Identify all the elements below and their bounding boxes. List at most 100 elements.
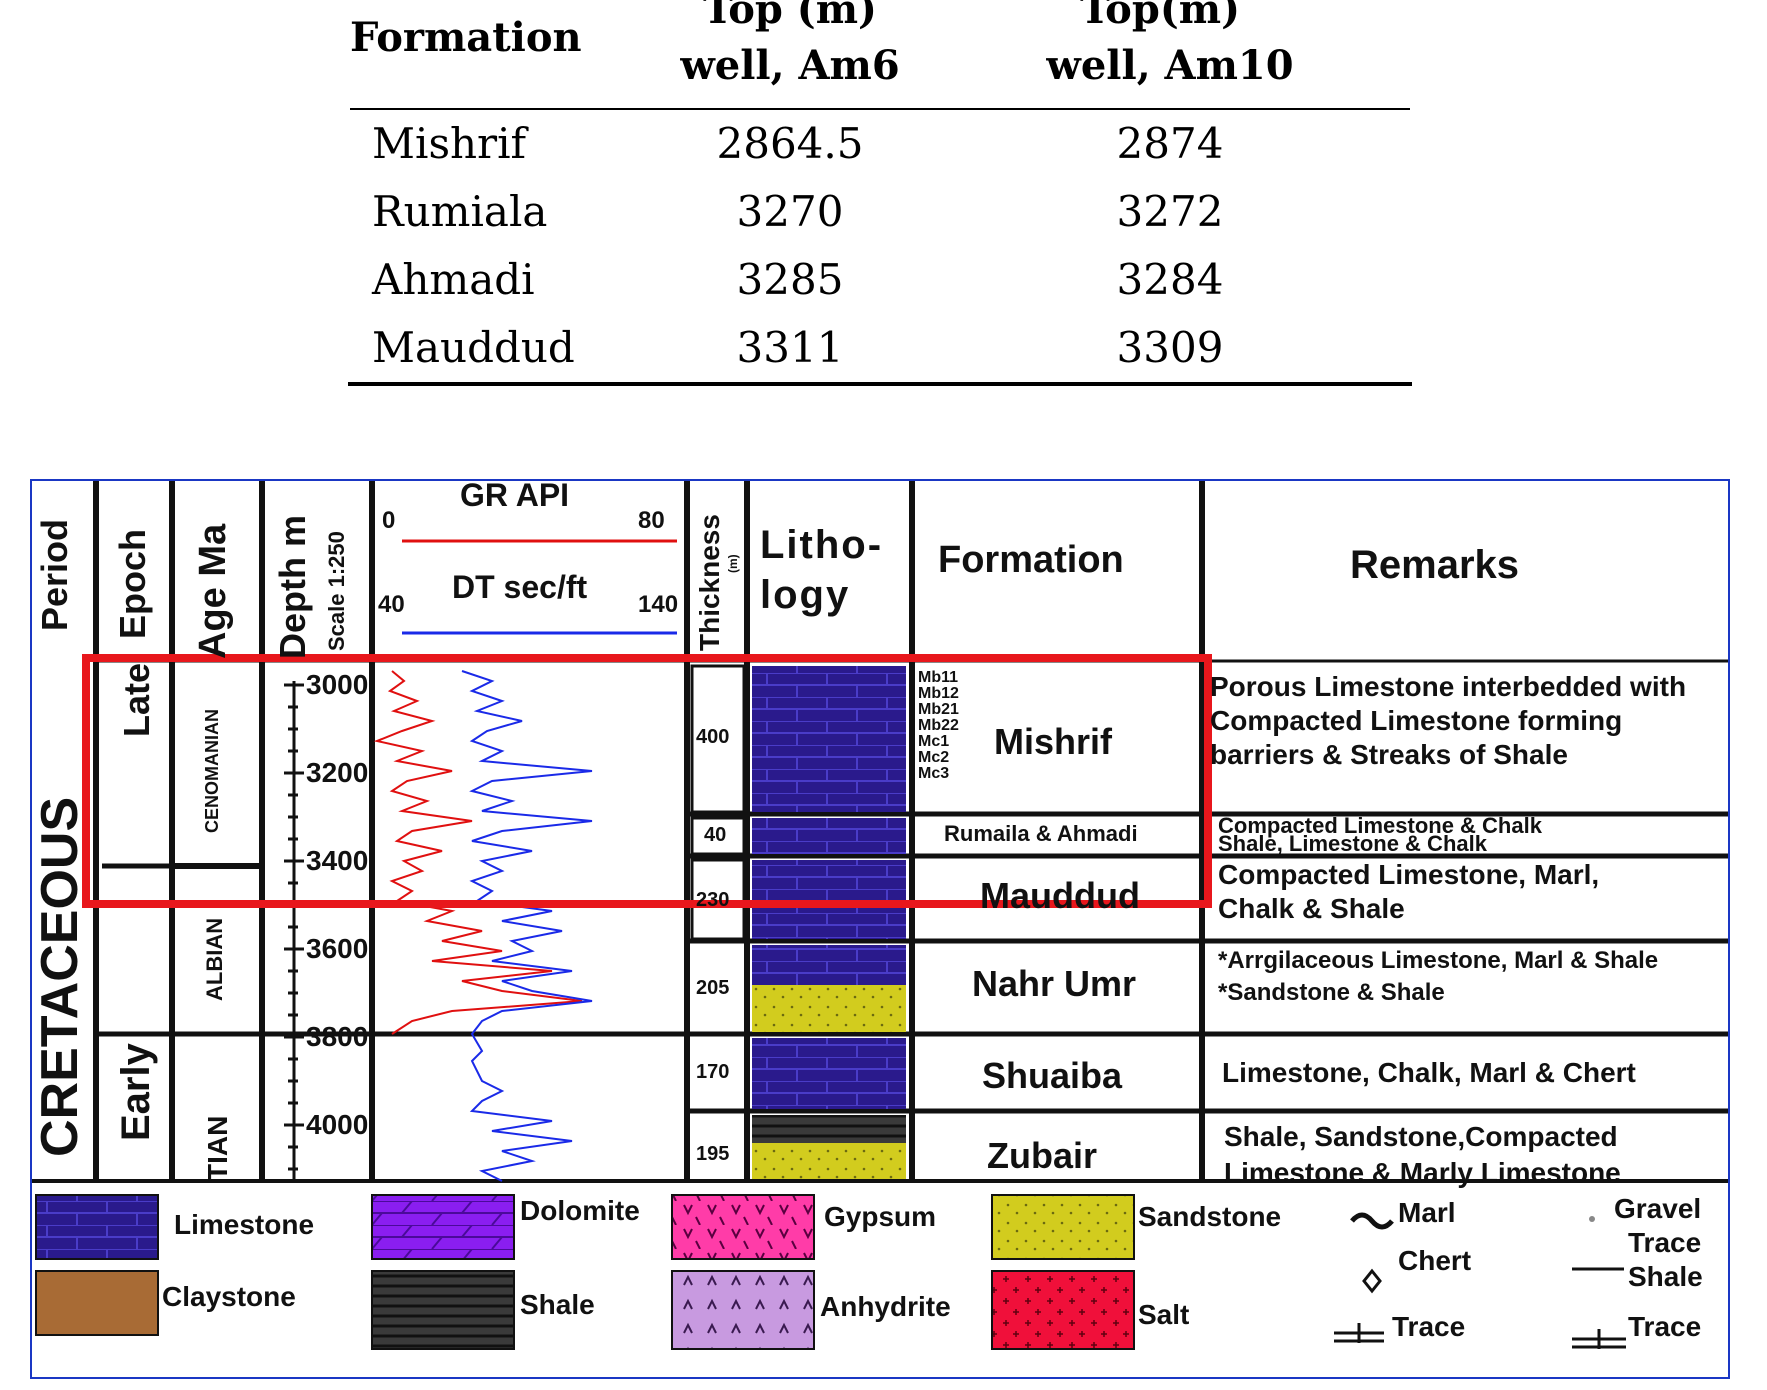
legend-sandstone-label: Sandstone: [1138, 1201, 1282, 1232]
thickness-value: 230: [696, 889, 730, 911]
header-dt-min: 40: [378, 591, 405, 618]
remarks-text: *Arrgilaceous Limestone, Marl & Shale: [1218, 947, 1659, 974]
remarks-text: Compacted Limestone & Chalk: [1218, 813, 1542, 838]
legend-dolomite-label: Dolomite: [520, 1195, 640, 1226]
depth-label: 3200: [306, 757, 369, 788]
thickness-value: 400: [696, 726, 730, 748]
member-label: Mb22: [918, 717, 959, 734]
table-row-am6: 3270: [736, 187, 844, 236]
header-dt: DT sec/ft: [452, 569, 588, 605]
header-thickness: Thickness: [694, 514, 725, 651]
table-row-am10: 3272: [1116, 187, 1224, 236]
lithology-mishrif: [752, 666, 906, 812]
legend-chert-label: Chert: [1398, 1245, 1472, 1276]
legend-gravel-label: Gravel: [1614, 1193, 1702, 1224]
trace-icon-2: [1572, 1329, 1626, 1349]
table-row-am6: 3311: [736, 323, 844, 372]
remarks-text: barriers & Streaks of Shale: [1210, 739, 1568, 770]
legend-dolomite-swatch: [371, 1194, 515, 1260]
table-row-formation: Mishrif: [372, 119, 527, 168]
legend-gypsum-swatch: [671, 1194, 815, 1260]
table-row-formation: Rumiala: [372, 187, 548, 236]
table-header-formation: Formation: [350, 14, 582, 61]
thickness-value: 195: [696, 1143, 730, 1165]
legend-trace-shale-label-1: Trace: [1628, 1227, 1702, 1258]
table-header-rule: [350, 108, 1410, 110]
formation-name: Mishrif: [994, 721, 1113, 762]
legend-anhydrite-label: Anhydrite: [820, 1291, 951, 1322]
lithology-nahr-umr-top: [752, 945, 906, 985]
legend-gypsum-label: Gypsum: [824, 1201, 937, 1232]
legend-claystone-swatch: [35, 1270, 159, 1336]
legend-claystone-label: Claystone: [162, 1281, 296, 1312]
formation-name: Shuaiba: [982, 1055, 1123, 1096]
age-aptian: TIAN: [202, 1115, 233, 1181]
table-header-am10-line2: well, Am10: [1046, 42, 1294, 89]
header-formation: Formation: [938, 539, 1124, 581]
epoch-late: Late: [116, 662, 157, 737]
table-header-am6-line1: Top (m): [703, 0, 877, 33]
thickness-value: 205: [696, 977, 730, 999]
legend-trace-label-2: Trace: [1628, 1311, 1702, 1342]
legend-marl-label: Marl: [1398, 1197, 1456, 1228]
remarks-text: *Sandstone & Shale: [1218, 979, 1445, 1006]
legend-limestone-swatch: [35, 1194, 159, 1260]
remarks-text: Compacted Limestone, Marl,: [1218, 859, 1600, 890]
lithology-zubair-sand: [752, 1143, 906, 1179]
epoch-early: Early: [114, 1043, 158, 1141]
table-row-formation: Ahmadi: [372, 255, 535, 304]
header-gr: GR API: [460, 479, 570, 513]
member-label: Mc2: [918, 749, 950, 766]
header-remarks: Remarks: [1350, 543, 1520, 587]
legend-salt-swatch: [991, 1270, 1135, 1350]
remarks-text: Chalk & Shale: [1218, 893, 1405, 924]
lithology-shuaiba: [752, 1038, 906, 1109]
lithology-nahr-umr-bottom: [752, 985, 906, 1032]
remarks-text: Limestone, Chalk, Marl & Chert: [1222, 1057, 1636, 1088]
age-albian: ALBIAN: [202, 917, 227, 1001]
stratigraphic-column: Period Epoch Age Ma Depth m Scale 1:250 …: [30, 479, 1730, 1379]
member-label: Mc1: [918, 733, 950, 750]
legend-salt-label: Salt: [1138, 1299, 1190, 1330]
lithology-rumaila-ahmadi: [752, 818, 906, 854]
period-label: CRETACEOUS: [31, 796, 89, 1157]
thickness-value: 40: [704, 824, 727, 846]
depth-label: 3400: [306, 845, 369, 876]
legend-anhydrite-swatch: [671, 1270, 815, 1350]
header-dt-max: 140: [638, 591, 679, 618]
depth-label: 3800: [306, 1021, 369, 1052]
table-bottom-rule: [348, 382, 1412, 386]
formation-name: Rumaila & Ahmadi: [944, 821, 1138, 846]
table-row-am10: 3284: [1116, 255, 1224, 304]
stratigraphic-column-graphic: [32, 481, 1728, 1350]
header-lithology-1: Litho-: [760, 523, 884, 567]
header-period: Period: [34, 518, 75, 631]
depth-label: 4000: [306, 1109, 369, 1140]
table-header-am10-line1: Top(m): [1080, 0, 1240, 33]
header-depth: Depth m: [272, 515, 313, 659]
age-cenomanian: CENOMANIAN: [202, 709, 222, 833]
formation-name: Mauddud: [980, 875, 1140, 916]
formation-name: Zubair: [987, 1135, 1098, 1176]
header-gr-min: 0: [382, 507, 396, 534]
header-lithology-2: logy: [760, 573, 851, 617]
depth-label: 3600: [306, 933, 369, 964]
legend-shale-label: Shale: [520, 1289, 595, 1320]
table-row-am6: 2864.5: [716, 119, 864, 168]
table-row-am10: 3309: [1116, 323, 1224, 372]
lithology-zubair-shale: [752, 1115, 906, 1143]
lithology-mauddud: [752, 860, 906, 939]
legend-limestone-label: Limestone: [174, 1209, 315, 1240]
table-row-am10: 2874: [1116, 119, 1224, 168]
dt-curve: [461, 670, 593, 1182]
header-thickness-unit: (m): [726, 554, 740, 573]
highlight-box: [82, 654, 1212, 908]
table-header-am6-line2: well, Am6: [680, 42, 900, 89]
formation-name: Nahr Umr: [972, 963, 1137, 1004]
trace-icon: [1334, 1323, 1384, 1343]
legend-trace-shale-label-2: Shale: [1628, 1261, 1703, 1292]
member-label: Mb12: [918, 685, 959, 702]
header-scale: Scale 1:250: [324, 531, 349, 651]
remarks-text: Shale, Sandstone,Compacted: [1224, 1121, 1618, 1152]
gravel-icon: [1589, 1216, 1595, 1222]
